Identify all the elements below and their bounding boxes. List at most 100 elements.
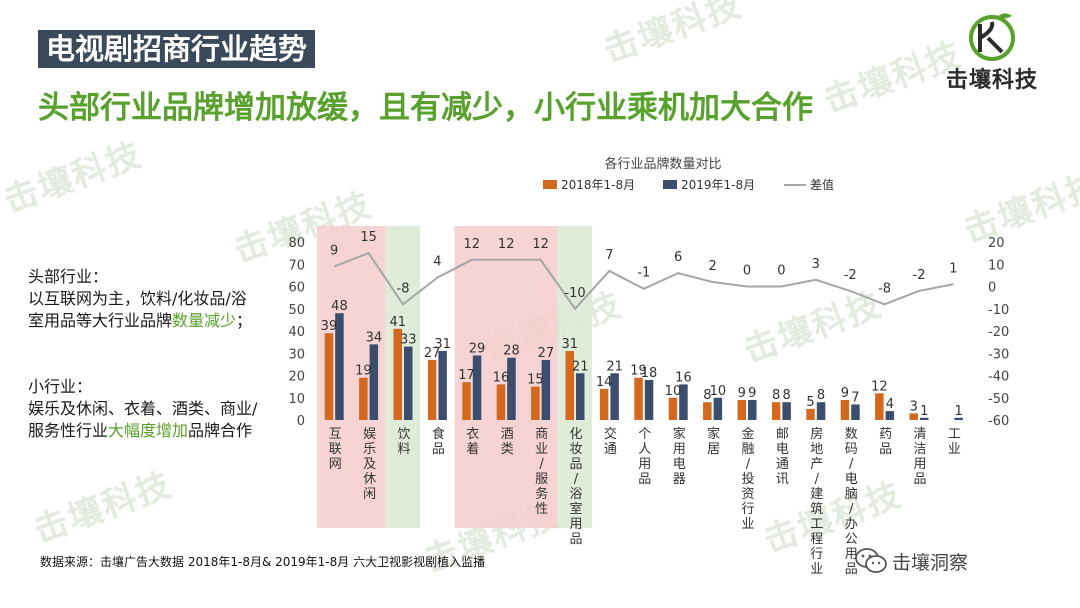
bar-2018 <box>703 402 712 420</box>
bar-label-2019: 48 <box>331 299 348 314</box>
bar-label-2018: 19 <box>355 364 372 379</box>
bar-2019 <box>472 355 482 420</box>
right-axis-tick: -40 <box>988 370 1009 385</box>
bar-label-2019: 21 <box>572 359 589 374</box>
category-label: 化妆品/浴室用品 <box>569 427 582 547</box>
bar-2019 <box>576 373 585 420</box>
category-label: 清洁用品 <box>913 427 926 487</box>
left-axis-tick: 40 <box>288 325 305 340</box>
bar-2019 <box>610 373 619 420</box>
right-axis-tick: -60 <box>988 414 1009 429</box>
bar-2018 <box>324 333 334 420</box>
left-axis-tick: 10 <box>288 392 305 407</box>
bar-label-2018: 8 <box>772 388 780 403</box>
bar-2018 <box>393 328 402 420</box>
small-industry-text-b: 品牌合作 <box>188 421 253 440</box>
bar-2019 <box>507 357 516 420</box>
bar-label-2019: 33 <box>400 333 417 348</box>
bar-2018 <box>840 399 850 420</box>
chart-title: 各行业品牌数量对比 <box>604 156 721 172</box>
head-industry-note: 头部行业： 以互联网为主，饮料/化妆品/浴室用品等大行业品牌数量减少； <box>28 266 260 332</box>
bar-label-2019: 27 <box>538 346 555 361</box>
brand-name: 击壤科技 <box>945 68 1038 93</box>
category-label: 家居 <box>707 426 720 457</box>
category-label: 邮电通讯 <box>776 427 789 487</box>
category-label: 娱乐及休闲 <box>363 427 376 502</box>
bar-label-2018: 14 <box>596 375 613 390</box>
bar-label-2018: 15 <box>527 373 544 388</box>
left-axis-tick: 60 <box>288 281 305 296</box>
brand-logo <box>969 13 1015 61</box>
bar-2018 <box>496 384 506 420</box>
bar-label-2019: 9 <box>748 386 756 401</box>
bar-2019 <box>404 346 413 420</box>
bar-2018 <box>737 399 746 420</box>
bar-label-2019: 21 <box>606 359 623 374</box>
bar-2019 <box>438 351 447 420</box>
diff-label: -10 <box>564 286 585 301</box>
diff-label: 4 <box>433 255 441 270</box>
diff-label: 2 <box>708 259 716 274</box>
category-label: 工业 <box>948 427 961 457</box>
legend-label-2018: 2018年1-8月 <box>561 178 635 192</box>
bar-label-2018: 31 <box>561 337 578 352</box>
category-label: 数码/电脑/办公用品 <box>845 427 858 577</box>
head-industry-text-b: ； <box>236 311 253 330</box>
bar-label-2019: 31 <box>434 337 451 352</box>
bar-label-2018: 10 <box>665 384 682 399</box>
right-axis-tick: 20 <box>988 236 1005 251</box>
bar-2019 <box>644 379 654 420</box>
bar-label-2019: 1 <box>955 404 963 419</box>
diff-label: 12 <box>498 237 515 252</box>
bar-label-2018: 12 <box>871 379 888 394</box>
diff-label: 7 <box>605 248 613 263</box>
bar-2019 <box>679 384 688 420</box>
category-label: 酒类 <box>501 427 514 457</box>
bar-2019 <box>954 417 963 420</box>
small-industry-note: 小行业： 娱乐及休闲、衣着、酒类、商业/服务性行业大幅度增加品牌合作 <box>28 376 273 442</box>
diff-label: -2 <box>913 268 926 283</box>
diff-label: 12 <box>532 237 549 252</box>
category-label: 房地产/建筑工程行业 <box>810 426 823 577</box>
bar-label-2018: 17 <box>458 368 475 383</box>
legend: 2018年1-8月 2019年1-8月 差值 <box>543 177 834 192</box>
bar-label-2018: 19 <box>630 364 647 379</box>
category-label: 食品 <box>432 426 445 457</box>
head-industry-highlight: 数量减少 <box>172 311 237 330</box>
bar-label-2019: 34 <box>366 330 383 345</box>
highlight-band <box>385 226 421 528</box>
category-label: 药品 <box>879 427 892 457</box>
bar-label-2019: 8 <box>817 388 825 403</box>
data-source: 数据来源：击壤广告大数据 2018年1-8月& 2019年1-8月 六大卫视影视… <box>40 555 486 569</box>
bar-label-2018: 27 <box>424 346 441 361</box>
left-axis-tick: 30 <box>288 347 305 362</box>
right-axis-tick: -10 <box>988 303 1009 318</box>
diff-label: 15 <box>360 230 377 245</box>
bar-2019 <box>335 313 344 420</box>
bar-2018 <box>427 359 437 420</box>
bar-2019 <box>369 344 379 420</box>
category-label: 饮料 <box>397 427 410 457</box>
bar-label-2019: 1 <box>920 404 928 419</box>
bar-2019 <box>920 417 929 420</box>
bar-label-2019: 28 <box>503 344 520 359</box>
category-label: 互联网 <box>329 427 342 472</box>
bar-label-2019: 8 <box>783 388 791 403</box>
wechat-account: 击壤洞察 <box>892 552 969 574</box>
highlight-band <box>454 226 558 528</box>
bar-label-2018: 41 <box>389 315 406 330</box>
head-industry-text-a: 以互联网为主，饮料/化妆品/浴室用品等大行业品牌 <box>28 289 247 330</box>
diff-label: 0 <box>777 264 785 279</box>
bar-2019 <box>885 411 895 420</box>
highlight-band <box>557 226 593 528</box>
diff-label: 6 <box>674 250 682 265</box>
bar-label-2019: 16 <box>675 370 692 385</box>
category-label: 商业/服务性 <box>535 427 548 517</box>
diff-label: -2 <box>844 268 857 283</box>
bar-label-2019: 10 <box>710 384 727 399</box>
right-axis-tick: -20 <box>988 325 1009 340</box>
bar-label-2019: 29 <box>469 341 486 356</box>
left-axis-tick: 0 <box>297 414 305 429</box>
bar-2019 <box>851 404 860 420</box>
